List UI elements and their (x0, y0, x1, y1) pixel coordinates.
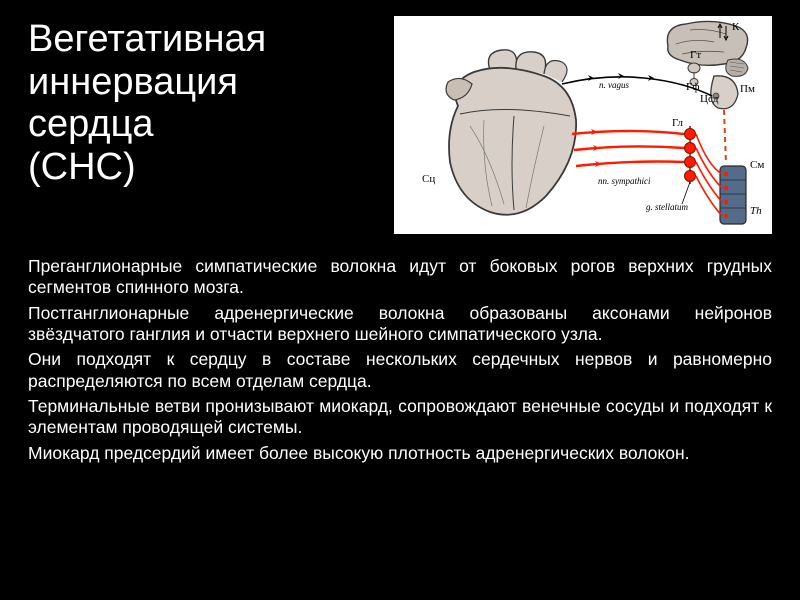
label-th: Th (750, 205, 762, 217)
heart-icon (446, 50, 576, 215)
label-pituitary: Гф (686, 81, 700, 93)
label-cortex: К (732, 21, 740, 33)
title-line-4: (СНС) (28, 146, 136, 188)
descending-path (724, 110, 726, 164)
title-block: Вегетативная иннервация сердца (СНС) (28, 18, 382, 188)
paragraph-3: Они подходят к сердцу в составе нескольк… (28, 349, 772, 392)
label-hypothalamus: Гт (690, 49, 701, 61)
title-line-2: иннервация (28, 61, 238, 103)
paragraph-4: Терминальные ветви пронизывают миокард, … (28, 396, 772, 439)
label-ganglia: Гл (672, 117, 684, 129)
label-n-vagus: n. vagus (599, 80, 629, 90)
paragraph-2: Постганглионарные адренергические волокн… (28, 303, 772, 346)
diagram-svg: Сц К Гт Гф Цсд Пм Гл См Th n. vagus nn. … (394, 16, 772, 234)
spinal-cord-icon (720, 166, 746, 224)
title-line-1: Вегетативная (28, 18, 266, 60)
hypothalamus-icon (688, 63, 700, 73)
heart-innervation-diagram: Сц К Гт Гф Цсд Пм Гл См Th n. vagus nn. … (394, 16, 772, 234)
label-vasomotor-center: Цсд (700, 93, 719, 105)
ganglion-chain-icon (685, 126, 696, 184)
slide-title: Вегетативная иннервация сердца (СНС) (28, 18, 382, 188)
preganglionic-fibers (696, 134, 722, 216)
label-g-stellatum: g. stellatum (646, 202, 688, 212)
top-row: Вегетативная иннервация сердца (СНС) (28, 18, 772, 234)
label-medulla: Пм (740, 83, 755, 95)
body-text: Преганглионарные симпатические волокна и… (28, 256, 772, 464)
label-heart: Сц (422, 173, 435, 185)
paragraph-1: Преганглионарные симпатические волокна и… (28, 256, 772, 299)
label-spinal: См (750, 159, 764, 171)
sympathetic-nerves (572, 131, 684, 166)
paragraph-5: Миокард предсердий имеет более высокую п… (28, 443, 772, 464)
title-line-3: сердца (28, 103, 153, 145)
slide: Вегетативная иннервация сердца (СНС) (0, 0, 800, 600)
label-nn-sympathici: nn. sympathici (598, 176, 651, 186)
